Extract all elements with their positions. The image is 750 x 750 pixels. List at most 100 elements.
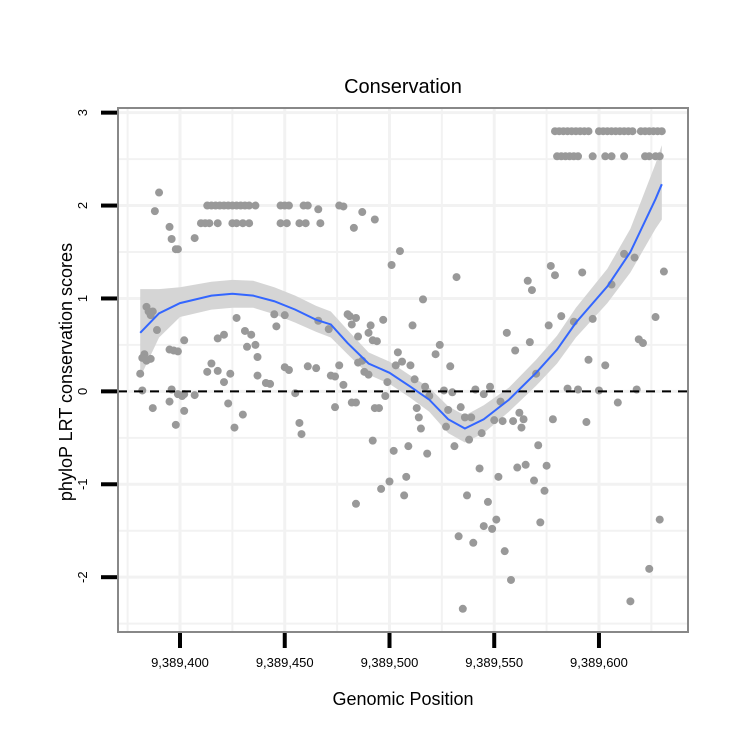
data-point bbox=[370, 215, 379, 224]
data-point bbox=[584, 127, 593, 136]
data-point bbox=[444, 405, 453, 414]
data-point bbox=[331, 403, 340, 412]
data-point bbox=[364, 370, 373, 379]
data-point bbox=[314, 205, 323, 214]
y-tick-label: 2 bbox=[75, 202, 90, 209]
data-point bbox=[219, 330, 228, 339]
data-point bbox=[173, 347, 182, 356]
data-point bbox=[251, 340, 260, 349]
data-point bbox=[213, 366, 222, 375]
x-tick-label: 9,389,500 bbox=[361, 655, 419, 670]
data-point bbox=[548, 415, 557, 424]
data-point bbox=[492, 515, 501, 524]
data-point bbox=[431, 350, 440, 359]
data-point bbox=[389, 446, 398, 455]
data-point bbox=[574, 152, 583, 161]
data-point bbox=[421, 382, 430, 391]
data-point bbox=[638, 339, 647, 348]
data-point bbox=[148, 404, 157, 413]
data-point bbox=[205, 219, 214, 228]
data-point bbox=[312, 364, 321, 373]
y-tick-label: -1 bbox=[75, 478, 90, 490]
data-point bbox=[582, 418, 591, 427]
data-point bbox=[379, 315, 388, 324]
data-point bbox=[347, 320, 356, 329]
data-point bbox=[372, 337, 381, 346]
y-tick-label: 3 bbox=[75, 109, 90, 116]
data-point bbox=[454, 532, 463, 541]
data-point bbox=[251, 201, 260, 210]
data-point bbox=[515, 408, 524, 417]
data-point bbox=[240, 326, 249, 335]
data-point bbox=[358, 208, 367, 217]
data-point bbox=[339, 380, 348, 389]
data-point bbox=[276, 219, 285, 228]
data-point bbox=[213, 334, 222, 343]
data-point bbox=[446, 362, 455, 371]
data-point bbox=[303, 362, 312, 371]
data-point bbox=[651, 313, 660, 322]
data-point bbox=[284, 366, 293, 374]
data-point bbox=[238, 219, 247, 228]
data-point bbox=[530, 476, 539, 485]
data-point bbox=[613, 398, 622, 407]
data-point bbox=[450, 442, 459, 451]
y-axis-label: phyloP LRT conservation scores bbox=[56, 243, 76, 501]
data-point bbox=[243, 342, 252, 351]
data-point bbox=[136, 369, 145, 378]
chart-title: Conservation bbox=[344, 76, 462, 98]
data-point bbox=[546, 261, 555, 270]
data-point bbox=[400, 491, 409, 500]
data-point bbox=[146, 354, 155, 363]
data-point bbox=[270, 310, 279, 319]
data-point bbox=[475, 464, 484, 473]
data-point bbox=[460, 413, 469, 422]
data-point bbox=[301, 219, 310, 228]
data-point bbox=[155, 188, 164, 197]
data-point bbox=[442, 422, 451, 431]
x-axis: 9,389,400 9,389,450 9,389,500 9,389,550 9,38… bbox=[151, 633, 628, 670]
data-point bbox=[414, 413, 423, 422]
data-point bbox=[584, 355, 593, 364]
data-point bbox=[410, 375, 419, 384]
data-point bbox=[232, 313, 241, 322]
data-point bbox=[354, 332, 363, 341]
data-point bbox=[368, 436, 377, 445]
data-point bbox=[406, 361, 415, 370]
data-point bbox=[377, 484, 386, 493]
data-point bbox=[152, 326, 161, 335]
data-point bbox=[525, 338, 534, 347]
data-point bbox=[523, 276, 532, 285]
data-point bbox=[173, 245, 182, 254]
data-point bbox=[150, 207, 159, 216]
data-point bbox=[190, 234, 199, 243]
data-point bbox=[266, 379, 275, 388]
data-point bbox=[479, 522, 488, 531]
data-point bbox=[303, 201, 312, 210]
data-point bbox=[521, 460, 530, 469]
data-point bbox=[349, 223, 358, 232]
data-point bbox=[630, 253, 639, 262]
data-point bbox=[626, 597, 635, 606]
data-point bbox=[509, 417, 518, 426]
data-point bbox=[502, 328, 511, 337]
data-point bbox=[462, 491, 471, 500]
data-point bbox=[419, 295, 428, 304]
data-point bbox=[247, 330, 256, 339]
data-point bbox=[469, 538, 478, 547]
data-point bbox=[146, 311, 155, 320]
data-point bbox=[404, 442, 413, 451]
data-point bbox=[488, 524, 497, 533]
x-axis-label: Genomic Position bbox=[332, 689, 473, 709]
data-point bbox=[282, 219, 291, 228]
data-point bbox=[324, 325, 333, 334]
data-point bbox=[517, 423, 526, 432]
data-point bbox=[232, 219, 241, 228]
data-point bbox=[280, 311, 289, 320]
data-point bbox=[620, 152, 629, 161]
data-point bbox=[219, 378, 228, 387]
y-tick-label: 1 bbox=[75, 295, 90, 302]
data-point bbox=[165, 222, 174, 231]
data-point bbox=[540, 486, 549, 495]
data-point bbox=[245, 219, 254, 228]
